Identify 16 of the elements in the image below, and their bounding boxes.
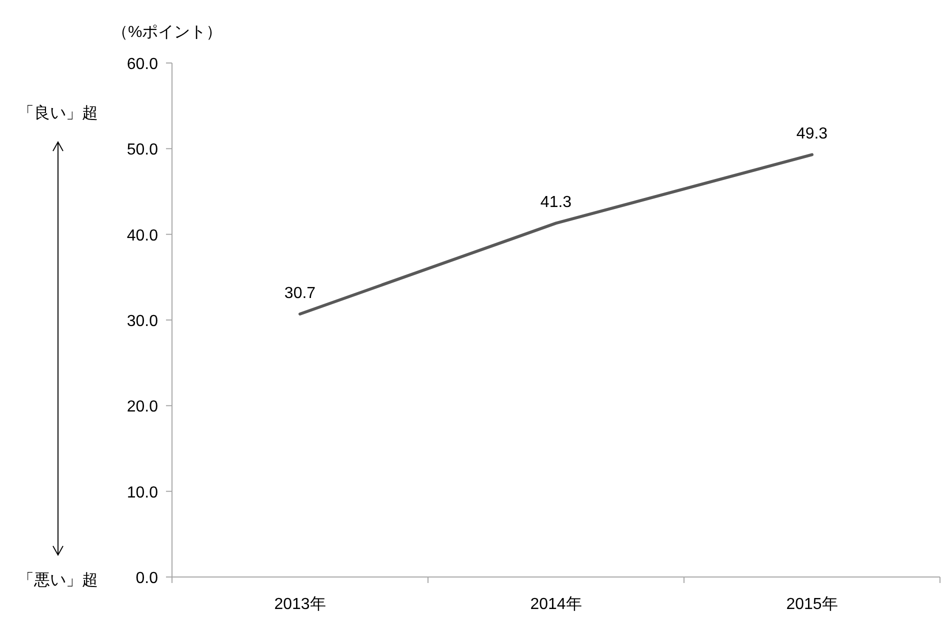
data-label: 41.3 — [540, 194, 572, 212]
data-label: 30.7 — [284, 285, 316, 302]
ytick: 50.0 — [126, 142, 158, 159]
ytick: 60.0 — [126, 56, 158, 73]
ytick: 0.0 — [136, 570, 158, 587]
ytick: 40.0 — [126, 227, 158, 244]
xtick: 2015年 — [786, 596, 838, 613]
ytick: 30.0 — [126, 313, 158, 330]
xtick: 2014年 — [530, 596, 582, 613]
annotation: 「悪い」超 — [18, 572, 98, 589]
annotation: 「良い」超 — [18, 105, 98, 122]
ylabel: （%ポイント） — [112, 24, 222, 41]
data-label: 49.3 — [796, 126, 828, 143]
ytick: 20.0 — [126, 398, 158, 416]
xtick: 2013年 — [274, 596, 326, 613]
ytick: 10.0 — [126, 484, 158, 502]
